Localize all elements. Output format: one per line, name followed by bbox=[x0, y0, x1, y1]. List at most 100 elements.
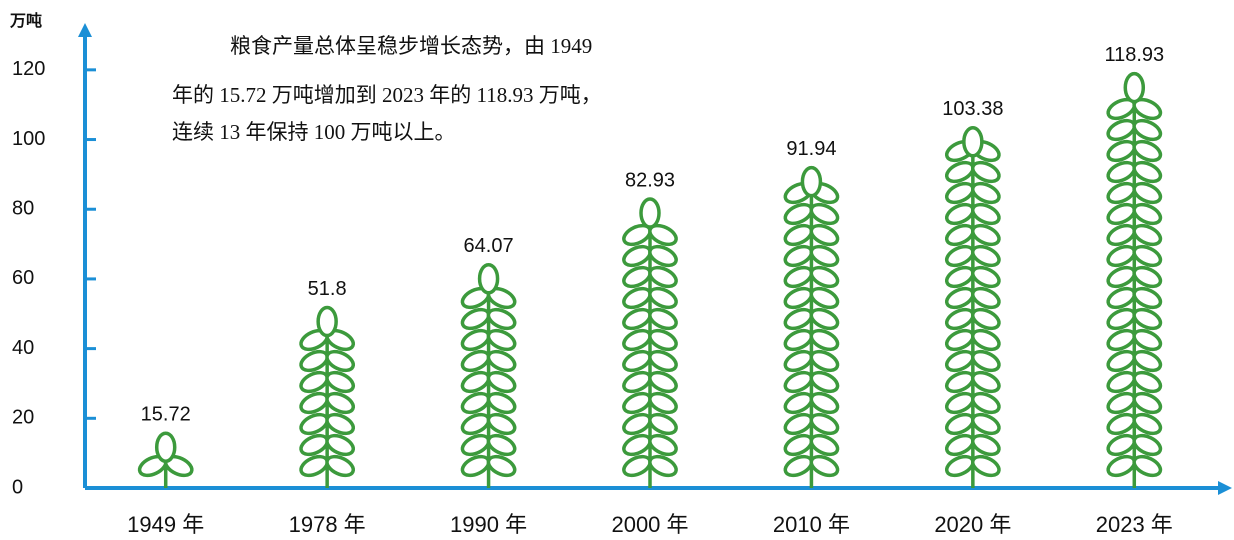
wheat-leaf bbox=[783, 433, 814, 457]
x-tick-label: 1990 年 bbox=[450, 512, 527, 537]
wheat-leaf bbox=[944, 160, 975, 184]
wheat-leaf bbox=[299, 412, 330, 436]
wheat-leaf bbox=[1132, 265, 1163, 289]
wheat-leaf bbox=[648, 307, 678, 331]
wheat-leaf bbox=[486, 412, 517, 436]
y-tick-label: 40 bbox=[12, 337, 34, 359]
wheat-leaf bbox=[809, 454, 840, 478]
x-tick-label: 2010 年 bbox=[773, 512, 850, 537]
wheat-leaf bbox=[1132, 433, 1163, 457]
wheat-leaf bbox=[783, 307, 814, 331]
wheat-leaf bbox=[486, 454, 517, 478]
wheat-leaf bbox=[970, 160, 1001, 184]
value-label: 82.93 bbox=[625, 169, 675, 191]
wheat-leaf bbox=[1132, 412, 1163, 436]
wheat-leaf bbox=[1132, 202, 1163, 226]
wheat-leaf bbox=[1132, 391, 1163, 415]
wheat-leaf bbox=[944, 412, 975, 436]
wheat-leaf bbox=[809, 370, 840, 394]
wheat-leaf bbox=[944, 244, 975, 268]
wheat-leaf bbox=[944, 181, 975, 205]
wheat bbox=[622, 197, 678, 488]
wheat-leaf bbox=[299, 370, 330, 394]
wheat-leaf bbox=[944, 370, 975, 394]
wheat-leaf bbox=[325, 433, 356, 457]
wheat-leaf bbox=[299, 349, 330, 373]
wheat-leaf bbox=[1106, 370, 1137, 394]
wheat-leaf bbox=[783, 286, 814, 310]
y-tick-label: 20 bbox=[12, 407, 34, 429]
wheat-leaf bbox=[1106, 139, 1137, 163]
wheat-leaf bbox=[325, 391, 356, 415]
wheat-leaf bbox=[1132, 454, 1163, 478]
wheat-leaf bbox=[648, 286, 678, 310]
wheat-leaf bbox=[648, 433, 678, 457]
wheat-leaf bbox=[299, 391, 330, 415]
wheat-leaf bbox=[460, 391, 491, 415]
wheat bbox=[299, 305, 356, 488]
wheat-leaf bbox=[648, 412, 678, 436]
x-tick-label: 2000 年 bbox=[611, 512, 688, 537]
wheat-tip bbox=[800, 165, 823, 198]
wheat-leaf bbox=[460, 370, 491, 394]
wheat-tip bbox=[639, 197, 661, 229]
wheat-leaf bbox=[648, 244, 678, 268]
wheat-leaf bbox=[783, 349, 814, 373]
wheat-leaf bbox=[1132, 328, 1163, 352]
wheat-leaf bbox=[783, 202, 814, 226]
wheat-leaf bbox=[944, 307, 975, 331]
wheat-tip bbox=[962, 126, 984, 158]
wheat-leaf bbox=[486, 349, 517, 373]
wheat-leaf bbox=[299, 433, 330, 457]
wheat-leaf bbox=[809, 307, 840, 331]
wheat-leaf bbox=[1106, 265, 1137, 289]
wheat-leaf bbox=[622, 328, 652, 352]
wheat-leaf bbox=[1106, 349, 1137, 373]
wheat-leaf bbox=[809, 265, 840, 289]
value-label: 64.07 bbox=[464, 235, 514, 257]
wheat-leaf bbox=[486, 328, 517, 352]
wheat-tip bbox=[316, 305, 338, 338]
wheat-leaf bbox=[944, 223, 975, 247]
wheat-leaf bbox=[486, 307, 517, 331]
wheat-leaf bbox=[783, 454, 814, 478]
wheat-leaf bbox=[1132, 286, 1163, 310]
wheat-leaf bbox=[1132, 118, 1163, 142]
wheat-leaf bbox=[1106, 118, 1137, 142]
wheat-leaf bbox=[970, 202, 1001, 226]
wheat-leaf bbox=[648, 391, 678, 415]
wheat-leaf bbox=[622, 244, 652, 268]
value-label: 15.72 bbox=[141, 404, 191, 426]
wheat-leaf bbox=[486, 370, 517, 394]
wheat-tip bbox=[154, 431, 177, 463]
wheat-leaf bbox=[1106, 160, 1137, 184]
x-tick-label: 2023 年 bbox=[1096, 512, 1173, 537]
wheat-leaf bbox=[622, 454, 652, 478]
wheat-tip bbox=[477, 262, 500, 295]
wheat-leaf bbox=[944, 202, 975, 226]
wheat-leaf bbox=[1106, 181, 1137, 205]
wheat-leaf bbox=[809, 412, 840, 436]
wheat-leaf bbox=[944, 454, 975, 478]
wheat-leaf bbox=[783, 412, 814, 436]
wheat-leaf bbox=[622, 412, 652, 436]
wheat-leaf bbox=[809, 391, 840, 415]
y-tick-label: 80 bbox=[12, 198, 34, 220]
wheat-leaf bbox=[944, 265, 975, 289]
wheat bbox=[1106, 71, 1163, 488]
wheat-leaf bbox=[1132, 139, 1163, 163]
wheat-leaf bbox=[783, 265, 814, 289]
wheat-leaf bbox=[944, 433, 975, 457]
wheat-leaf bbox=[970, 454, 1001, 478]
wheat-leaf bbox=[1132, 307, 1163, 331]
wheat-leaf bbox=[460, 349, 491, 373]
wheat-leaf bbox=[970, 370, 1001, 394]
x-tick-label: 1949 年 bbox=[127, 512, 204, 537]
x-axis-arrow bbox=[1218, 481, 1232, 495]
wheat-leaf bbox=[486, 433, 517, 457]
wheat-leaf bbox=[783, 244, 814, 268]
y-tick-label: 0 bbox=[12, 476, 23, 498]
wheat-leaf bbox=[1106, 244, 1137, 268]
wheat-leaf bbox=[809, 328, 840, 352]
wheat-leaf bbox=[325, 370, 356, 394]
